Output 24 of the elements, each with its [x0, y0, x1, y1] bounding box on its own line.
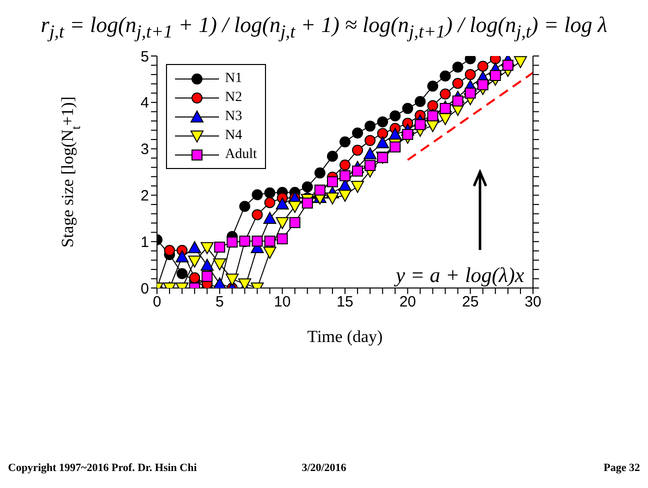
text: 3/20/2016: [302, 462, 346, 474]
x-tick-label: 10: [274, 294, 291, 311]
legend-label: N3: [225, 108, 242, 124]
x-tick-label: 15: [336, 294, 354, 311]
text: Copyright 1997~2016 Prof. Dr. Hsin Chi: [8, 462, 197, 474]
legend-label: Adult: [225, 146, 257, 162]
y-tick-label: 5: [140, 48, 149, 66]
y-tick-label: 0: [140, 280, 149, 298]
x-tick-label: 20: [399, 294, 416, 311]
legend-label: N1: [225, 70, 242, 86]
y-tick-label: 3: [140, 141, 149, 158]
chart-title: r$_{j,t}$ = log(n$_{j,t+1}$ + 1) / log(n$_{j,t}$ + 1) ≈ log(n$_{j,t+1}$) / log(n$_{j,t}$) = log λ: [40, 12, 608, 42]
annotation: y = a + log(λ)x: [394, 263, 525, 287]
x-tick-label: 5: [215, 294, 224, 311]
text: Page 32: [604, 462, 640, 474]
x-tick-label: 0: [152, 294, 162, 311]
x-tick-label: 25: [462, 294, 479, 311]
y-tick-label: 1: [140, 234, 149, 251]
legend-label: N2: [225, 90, 242, 106]
x-tick-label: 30: [524, 294, 542, 311]
x-axis-title: Time (day): [307, 327, 383, 346]
y-tick-label: 4: [140, 94, 149, 112]
y-tick-label: 2: [140, 188, 149, 205]
legend-label: N4: [225, 128, 242, 144]
